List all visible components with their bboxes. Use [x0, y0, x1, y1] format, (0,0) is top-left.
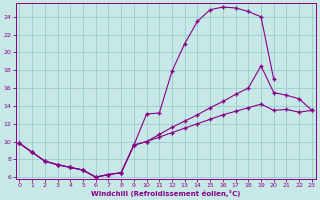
- X-axis label: Windchill (Refroidissement éolien,°C): Windchill (Refroidissement éolien,°C): [91, 190, 240, 197]
